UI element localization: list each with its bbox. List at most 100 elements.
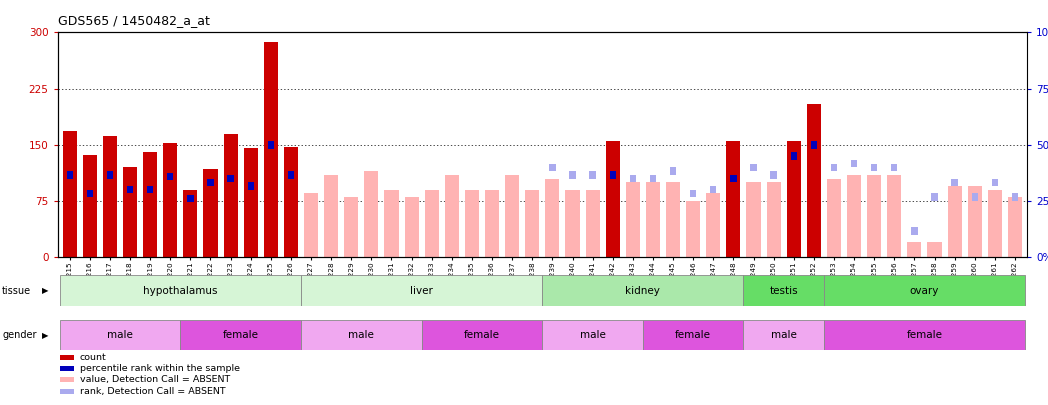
Bar <box>706 194 720 257</box>
Bar <box>730 175 737 182</box>
Bar <box>847 175 861 257</box>
Bar <box>180 320 301 350</box>
Bar <box>505 175 519 257</box>
Bar <box>1008 197 1022 257</box>
Bar <box>208 179 214 186</box>
Bar <box>60 275 301 306</box>
Bar <box>163 143 177 257</box>
Bar <box>743 275 824 306</box>
Bar <box>324 175 339 257</box>
Bar <box>244 148 258 257</box>
Bar <box>304 194 319 257</box>
Bar <box>787 141 801 257</box>
Text: male: male <box>107 330 133 340</box>
Text: rank, Detection Call = ABSENT: rank, Detection Call = ABSENT <box>80 387 225 396</box>
Text: male: male <box>580 330 606 340</box>
Bar <box>301 320 421 350</box>
Bar <box>103 136 117 257</box>
Bar <box>790 152 796 160</box>
Bar <box>630 175 636 182</box>
Bar <box>288 171 294 179</box>
Text: ▶: ▶ <box>42 331 48 340</box>
Bar <box>264 42 278 257</box>
Bar <box>947 186 962 257</box>
Bar <box>424 190 439 257</box>
Bar <box>485 190 499 257</box>
Bar <box>183 190 197 257</box>
Text: testis: testis <box>769 286 798 296</box>
Bar <box>912 227 918 234</box>
Bar <box>824 275 1025 306</box>
Bar <box>87 190 93 197</box>
Bar <box>421 320 543 350</box>
Bar <box>646 182 660 257</box>
Bar <box>932 194 938 201</box>
Bar <box>543 275 743 306</box>
Text: female: female <box>222 330 259 340</box>
Bar <box>831 164 837 171</box>
Bar <box>188 195 194 202</box>
Bar <box>690 190 696 197</box>
Bar <box>543 320 642 350</box>
Text: gender: gender <box>2 330 37 340</box>
Text: kidney: kidney <box>626 286 660 296</box>
Bar <box>83 155 96 257</box>
Bar <box>66 171 73 179</box>
Bar <box>223 134 238 257</box>
Bar <box>127 186 133 194</box>
Bar <box>770 171 777 179</box>
Bar <box>626 182 640 257</box>
Bar <box>807 104 821 257</box>
Bar <box>726 141 741 257</box>
Bar <box>711 186 717 194</box>
Bar <box>606 141 619 257</box>
Bar <box>971 194 978 201</box>
Bar <box>908 242 921 257</box>
Bar <box>750 164 757 171</box>
Bar <box>227 175 234 182</box>
Text: male: male <box>348 330 374 340</box>
Bar <box>147 186 153 194</box>
Bar <box>107 171 113 179</box>
Bar <box>63 131 77 257</box>
Bar <box>569 171 575 179</box>
Text: count: count <box>80 353 107 362</box>
Bar <box>549 164 555 171</box>
Text: female: female <box>464 330 500 340</box>
Bar <box>650 175 656 182</box>
Bar <box>746 182 761 257</box>
Text: liver: liver <box>410 286 433 296</box>
Bar <box>824 320 1025 350</box>
Bar <box>247 182 254 190</box>
Bar <box>203 169 218 257</box>
Bar <box>871 164 877 171</box>
Bar <box>827 179 840 257</box>
Text: ▶: ▶ <box>42 286 48 295</box>
Bar <box>267 141 274 149</box>
Bar <box>686 201 700 257</box>
Bar <box>888 175 901 257</box>
Bar <box>766 182 781 257</box>
Bar <box>365 171 378 257</box>
Bar <box>525 190 540 257</box>
Bar <box>405 197 418 257</box>
Bar <box>891 164 897 171</box>
Bar <box>610 171 616 179</box>
Bar <box>927 242 941 257</box>
Bar <box>301 275 543 306</box>
Bar <box>465 190 479 257</box>
Bar <box>284 147 298 257</box>
Bar <box>123 167 137 257</box>
Text: ovary: ovary <box>910 286 939 296</box>
Bar <box>566 190 580 257</box>
Bar <box>642 320 743 350</box>
Bar <box>670 167 676 175</box>
Bar <box>167 173 173 180</box>
Bar <box>144 152 157 257</box>
Bar <box>988 190 1002 257</box>
Text: value, Detection Call = ABSENT: value, Detection Call = ABSENT <box>80 375 230 384</box>
Bar <box>851 160 857 167</box>
Bar <box>589 171 595 179</box>
Text: GDS565 / 1450482_a_at: GDS565 / 1450482_a_at <box>58 14 210 27</box>
Bar <box>586 190 599 257</box>
